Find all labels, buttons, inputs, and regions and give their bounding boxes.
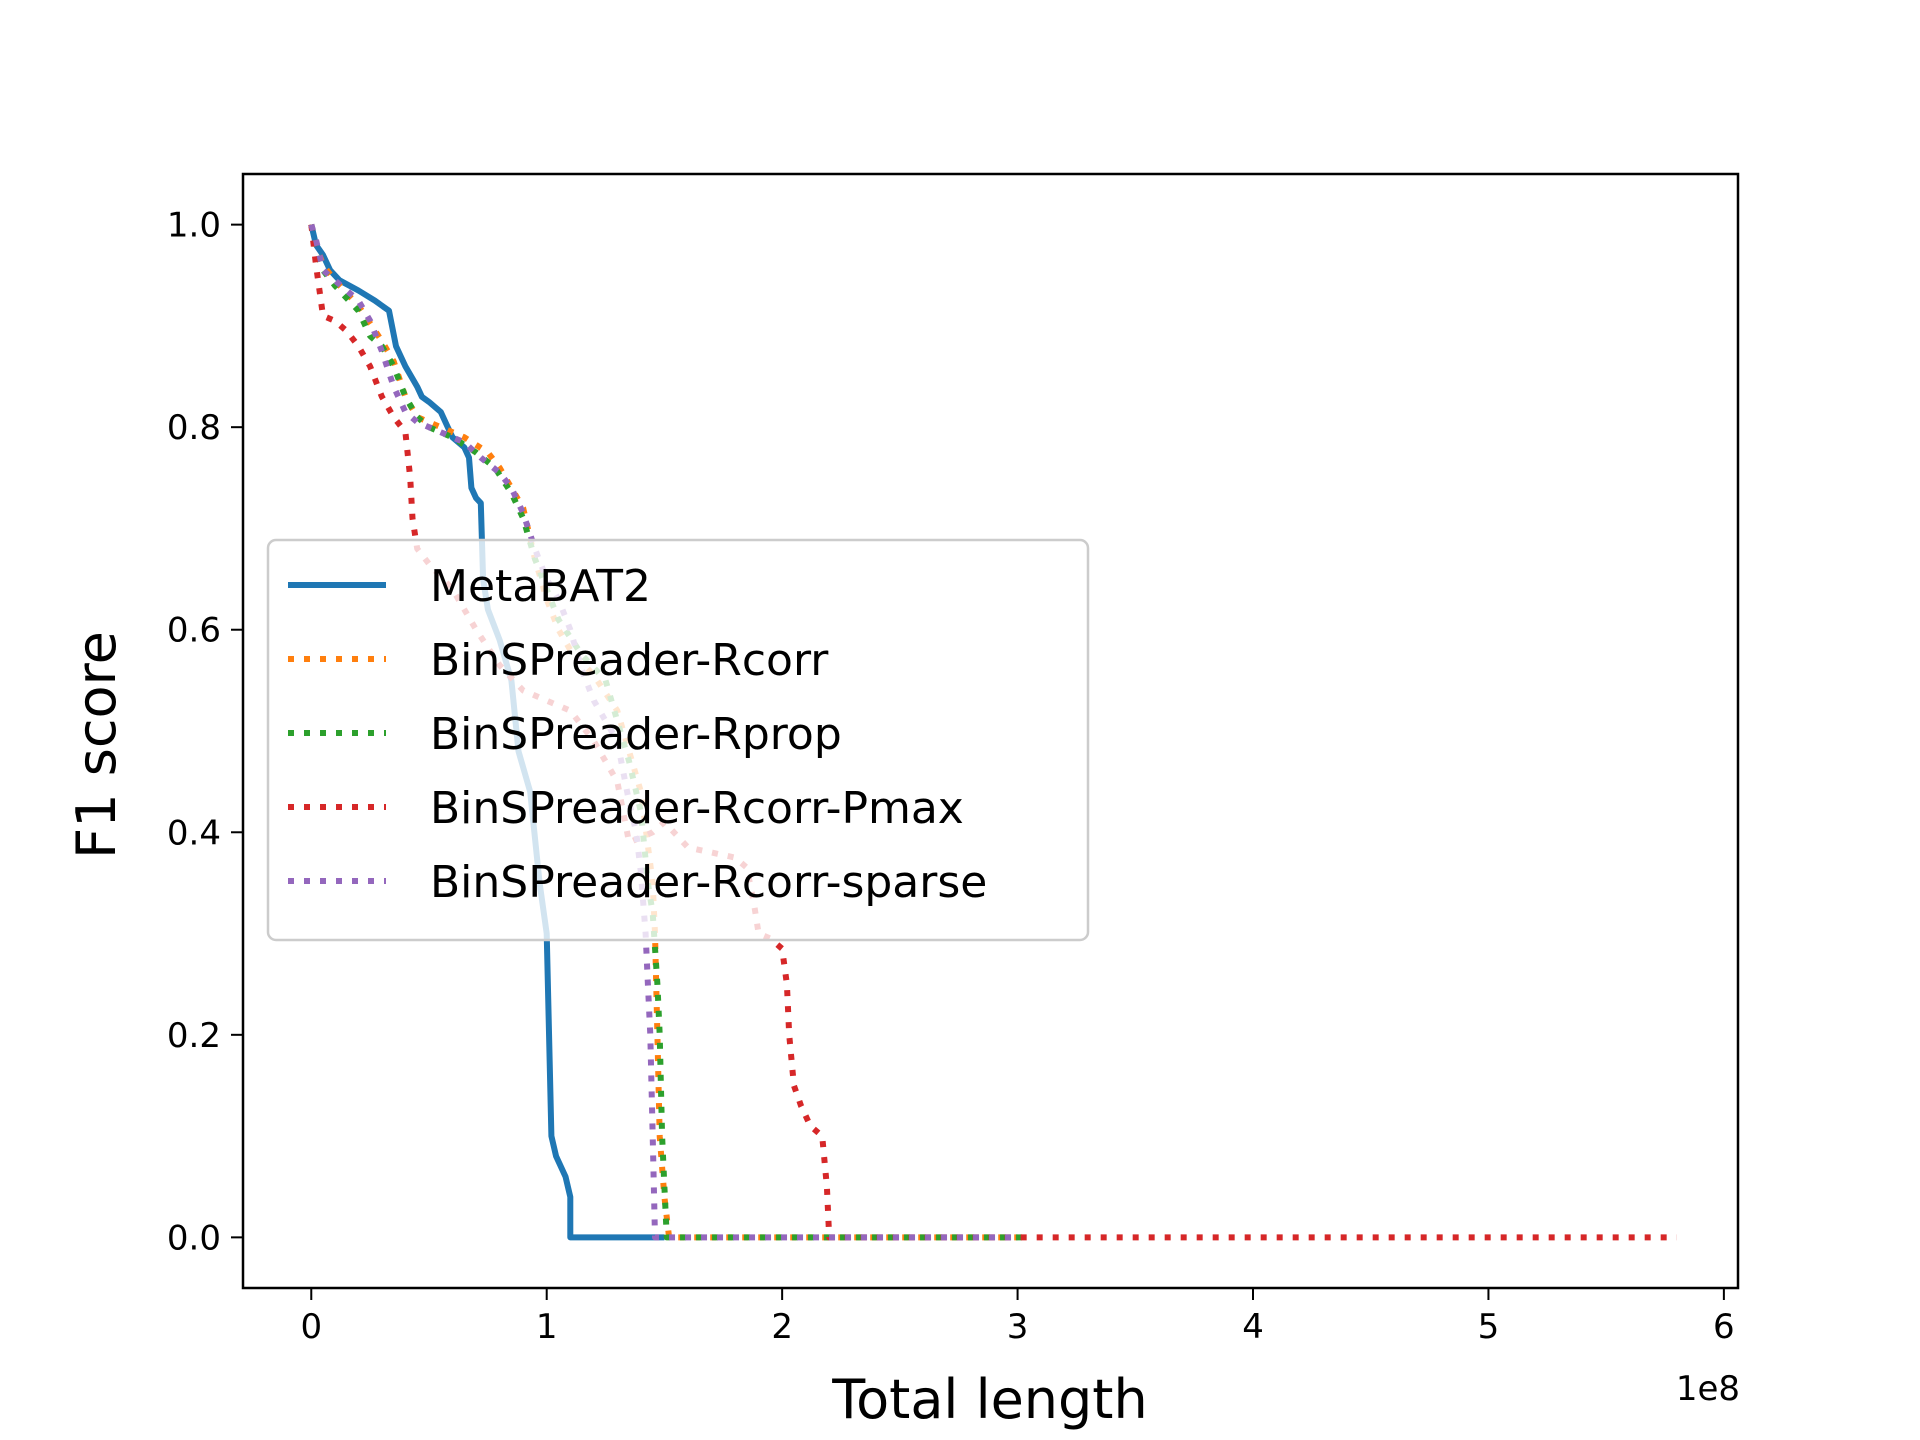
series-line-3 <box>308 224 1677 1241</box>
y-tick-label: 1.0 <box>167 206 221 246</box>
x-axis-label: Total length <box>831 1368 1147 1431</box>
legend-label-3: BinSPreader-Rcorr-Pmax <box>430 783 964 834</box>
x-tick-label: 0 <box>300 1307 322 1347</box>
legend-label-1: BinSPreader-Rcorr <box>430 635 829 686</box>
x-tick-label: 3 <box>1007 1307 1029 1347</box>
y-tick-label: 0.0 <box>167 1218 221 1258</box>
y-axis-label: F1 score <box>65 631 128 859</box>
x-tick-label: 6 <box>1713 1307 1735 1347</box>
y-tick-label: 0.2 <box>167 1016 221 1056</box>
series-layer <box>308 223 1677 1241</box>
legend-label-2: BinSPreader-Rprop <box>430 709 842 760</box>
x-tick-label: 4 <box>1242 1307 1264 1347</box>
x-tick-label: 5 <box>1478 1307 1500 1347</box>
legend-label-4: BinSPreader-Rcorr-sparse <box>430 857 987 908</box>
x-tick-label: 1 <box>536 1307 558 1347</box>
series-line-2 <box>308 224 1030 1241</box>
x-axis-offset-label: 1e8 <box>1676 1369 1740 1409</box>
legend: MetaBAT2 BinSPreader-Rcorr BinSPreader-Rpr… <box>266 538 1090 942</box>
x-tick-label: 2 <box>771 1307 793 1347</box>
legend-box <box>266 538 1090 942</box>
series-line-0 <box>308 223 665 1241</box>
y-tick-label: 0.4 <box>167 813 221 853</box>
legend-label-0: MetaBAT2 <box>430 561 651 612</box>
plot-frame <box>241 172 1740 1290</box>
y-tick-label: 0.8 <box>167 408 221 448</box>
y-tick-label: 0.6 <box>167 611 221 651</box>
ticks-layer: 0 1 2 3 4 5 6 0.0 0.2 0.4 0.6 0.8 1.0 <box>167 206 1735 1347</box>
